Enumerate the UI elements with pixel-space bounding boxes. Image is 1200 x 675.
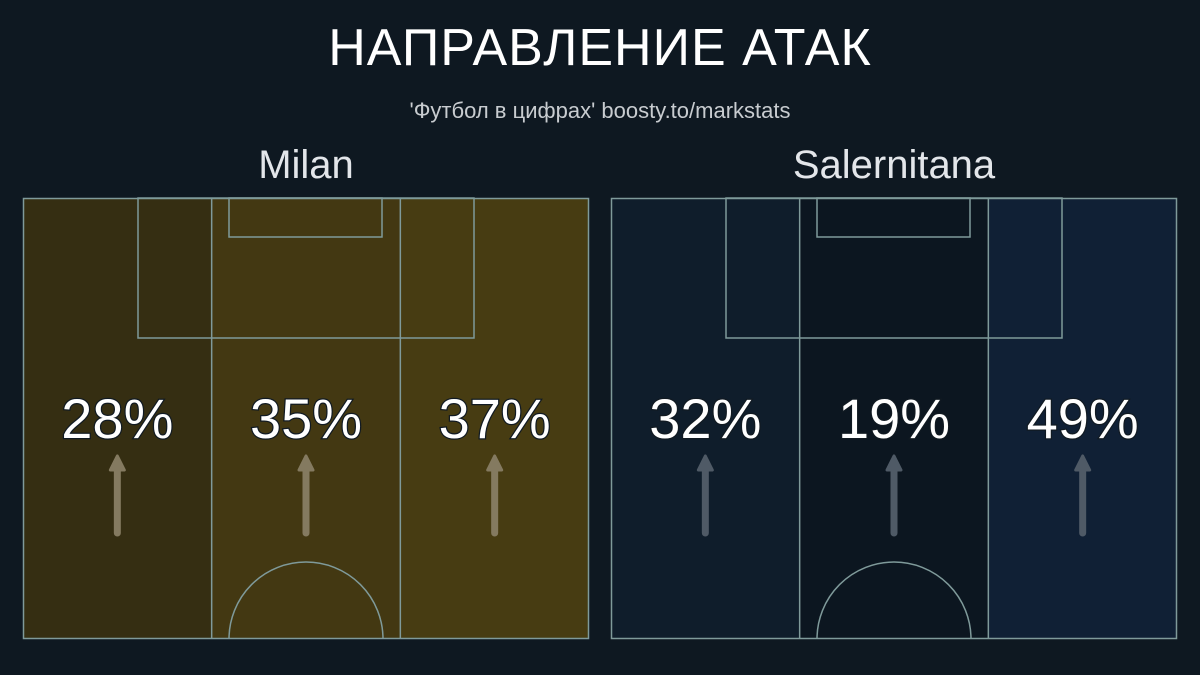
pitch-salernitana: 32% 19% 49% [610,197,1178,640]
arrow-head-icon [108,454,126,472]
zone-percentage-left: 28% [61,387,173,450]
team-name-salernitana: Salernitana [792,143,996,187]
zone-center [799,198,989,639]
center-circle [228,561,384,640]
pitch-milan: 28% 35% 37% [22,197,590,640]
zone-percentage-right: 49% [1027,387,1139,450]
subtitle: 'Футбол в цифрах' boosty.to/markstats [409,98,791,123]
zone-right [400,198,589,639]
zone-center [211,198,401,639]
page-title: НАПРАВЛЕНИЕ АТАК [328,19,872,77]
zone-left [23,198,212,639]
zone-right [988,198,1177,639]
arrow-head-icon [486,454,504,472]
zone-percentage-left: 32% [649,387,761,450]
zone-percentage-right: 37% [439,387,551,450]
zone-left [611,198,800,639]
goal-box [816,197,971,238]
arrow-head-icon [297,454,315,472]
center-circle [816,561,972,640]
arrow-head-icon [885,454,903,472]
team-name-milan: Milan [258,143,354,187]
zone-percentage-center: 19% [838,387,950,450]
goal-box [228,197,383,238]
arrow-head-icon [1074,454,1092,472]
zone-percentage-center: 35% [250,387,362,450]
arrow-head-icon [696,454,714,472]
